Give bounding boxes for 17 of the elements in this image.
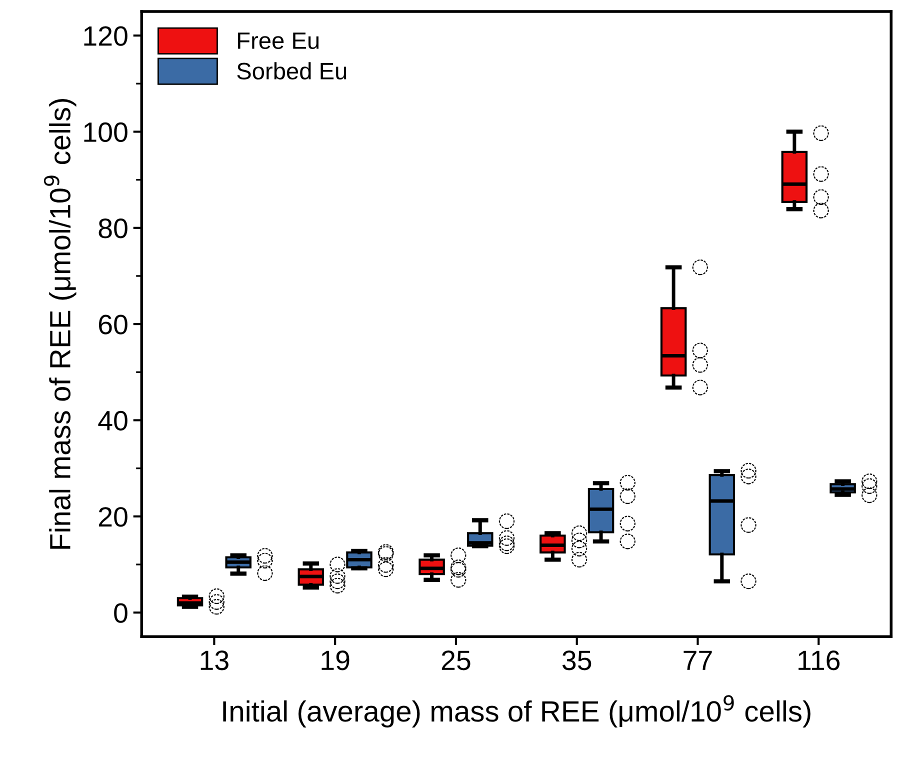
y-axis-title: Final mass of REE (μmol/10$^{9}$ cells) xyxy=(44,99,76,549)
y-tick-label: 100 xyxy=(84,122,128,142)
x-tick-label: 35 xyxy=(562,650,592,670)
x-tick-label: 25 xyxy=(442,650,470,670)
x-tick-label: 77 xyxy=(684,650,712,670)
y-tick-label: 120 xyxy=(84,26,128,46)
x-tick-label: 116 xyxy=(798,650,840,670)
x-tick-label: 13 xyxy=(200,650,228,670)
legend-label: Free Eu xyxy=(238,32,319,50)
y-tick-label: 20 xyxy=(98,507,128,527)
x-tick-label: 19 xyxy=(322,650,350,670)
y-tick-label: 60 xyxy=(98,314,128,334)
x-axis-title: Initial (average) mass of REE (μmol/10$^{9}$ cells) xyxy=(223,695,810,728)
y-tick-label: 40 xyxy=(98,410,128,431)
y-tick-label: 0 xyxy=(114,603,128,623)
y-tick-label: 80 xyxy=(98,218,128,238)
legend-label: Sorbed Eu xyxy=(237,62,346,80)
